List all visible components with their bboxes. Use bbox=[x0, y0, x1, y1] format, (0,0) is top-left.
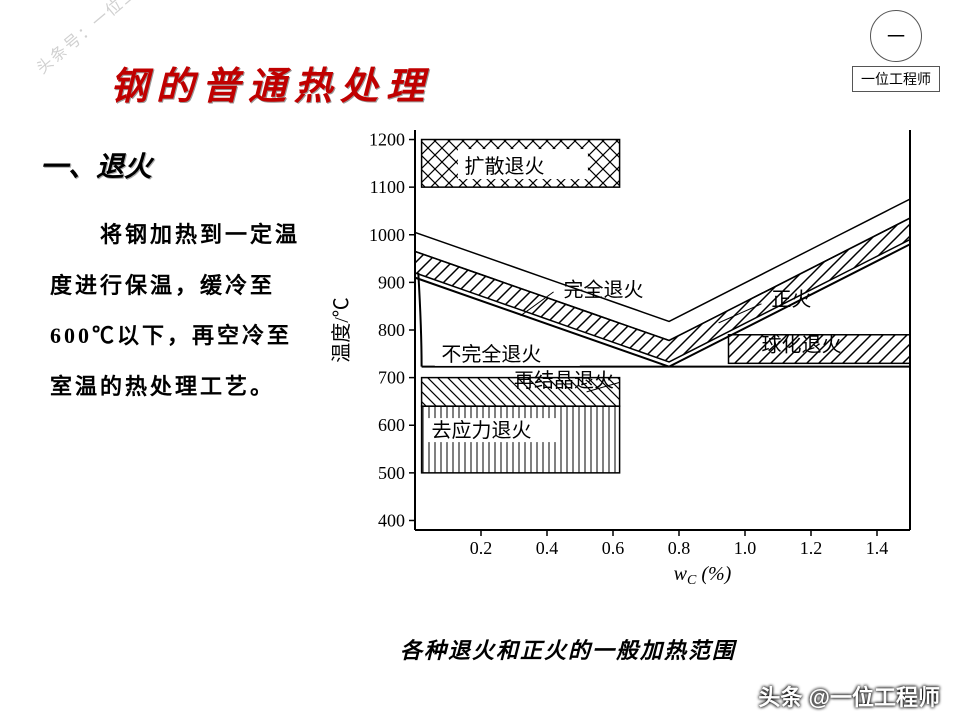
svg-text:1000: 1000 bbox=[369, 225, 405, 245]
svg-text:800: 800 bbox=[378, 320, 405, 340]
svg-text:0.4: 0.4 bbox=[536, 538, 559, 558]
body-paragraph: 将钢加热到一定温度进行保温，缓冷至600℃以下，再空冷至室温的热处理工艺。 bbox=[50, 210, 310, 412]
svg-text:900: 900 bbox=[378, 272, 405, 292]
svg-text:0.2: 0.2 bbox=[470, 538, 493, 558]
page-title: 钢的普通热处理 bbox=[110, 55, 432, 110]
svg-text:wC (%): wC (%) bbox=[674, 563, 732, 588]
svg-text:不完全退火: 不完全退火 bbox=[441, 343, 541, 366]
annealing-chart: 400 500 600 700 800 900 1000 1100 1200 0.2 0.4 0.6 0… bbox=[330, 120, 930, 590]
svg-text:正火: 正火 bbox=[771, 289, 811, 311]
logo-label: 一位工程师 bbox=[852, 66, 940, 92]
svg-text:0.8: 0.8 bbox=[668, 538, 691, 558]
svg-text:球化退火: 球化退火 bbox=[762, 333, 842, 356]
chart-caption: 各种退火和正火的一般加热范围 bbox=[400, 633, 736, 665]
svg-text:1.0: 1.0 bbox=[734, 538, 757, 558]
section-heading: 一、退火 bbox=[40, 145, 152, 185]
svg-text:去应力退火: 去应力退火 bbox=[432, 419, 532, 442]
svg-text:600: 600 bbox=[378, 415, 405, 435]
svg-text:500: 500 bbox=[378, 463, 405, 483]
svg-text:1.2: 1.2 bbox=[800, 538, 823, 558]
logo: 一 一位工程师 bbox=[852, 10, 940, 92]
svg-text:1.4: 1.4 bbox=[866, 538, 889, 558]
svg-text:400: 400 bbox=[378, 510, 405, 530]
svg-text:1100: 1100 bbox=[370, 177, 405, 197]
svg-text:温度/℃: 温度/℃ bbox=[330, 297, 353, 363]
svg-text:1200: 1200 bbox=[369, 130, 405, 150]
svg-text:700: 700 bbox=[378, 368, 405, 388]
svg-text:扩散退火: 扩散退火 bbox=[465, 155, 545, 178]
footer-watermark: 头条 @一位工程师 bbox=[758, 680, 940, 712]
svg-text:完全退火: 完全退火 bbox=[564, 279, 644, 302]
svg-text:0.6: 0.6 bbox=[602, 538, 625, 558]
logo-circle: 一 bbox=[870, 10, 922, 62]
